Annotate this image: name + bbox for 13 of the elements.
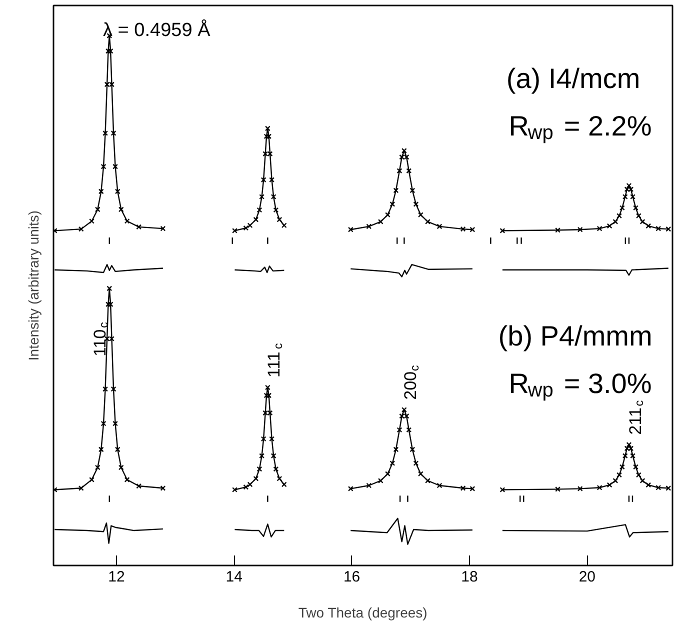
annotation: 111c (264, 343, 285, 378)
x-axis-title: Two Theta (degrees) (298, 604, 428, 620)
annotation: λ = 0.4959 Å (103, 19, 211, 42)
x-tick-label: 20 (578, 568, 596, 586)
x-tick-label: 16 (343, 568, 360, 586)
x-tick-label: 12 (108, 568, 125, 586)
x-tick-label: 14 (226, 568, 242, 586)
annotation: 200c (401, 365, 422, 400)
annotation: (a) I4/mcm (506, 62, 640, 94)
annotation: (b) P4/mmm (498, 320, 652, 352)
x-tick-label: 18 (461, 568, 478, 586)
annotation: 211c (626, 400, 646, 435)
y-axis-title: Intensity (arbitrary units) (26, 210, 42, 361)
